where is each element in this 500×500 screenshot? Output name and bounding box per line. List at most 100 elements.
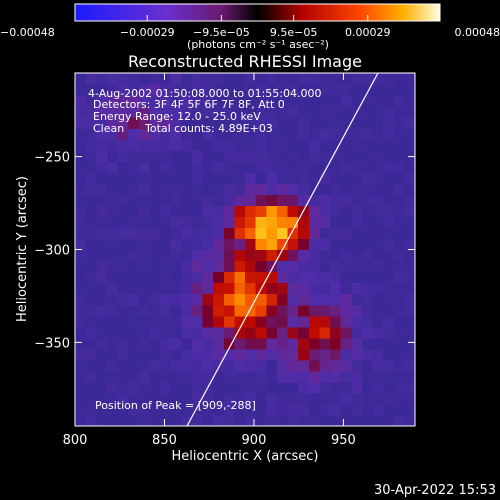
heatmap-cell — [393, 161, 405, 173]
heatmap-cell — [255, 337, 267, 350]
heatmap-cell — [383, 293, 395, 306]
heatmap-cell — [319, 73, 331, 85]
heatmap-cell — [393, 128, 405, 140]
heatmap-cell — [404, 194, 415, 206]
heatmap-cell — [287, 117, 299, 129]
heatmap-cell — [245, 205, 257, 218]
heatmap-cell — [393, 106, 405, 118]
heatmap-cell — [245, 337, 257, 350]
heatmap-cell — [85, 260, 97, 273]
heatmap-cell — [75, 194, 87, 206]
heatmap-cell — [138, 359, 150, 372]
heatmap-cell — [128, 403, 140, 416]
heatmap-cell — [117, 238, 129, 251]
heatmap-cell — [393, 315, 405, 328]
heatmap-cell — [213, 172, 225, 184]
heatmap-cell — [393, 249, 405, 262]
heatmap-cell — [191, 128, 204, 140]
heatmap-cell — [117, 392, 129, 405]
heatmap-cell — [340, 337, 352, 350]
heatmap-cell — [128, 161, 140, 173]
heatmap-cell — [85, 183, 97, 195]
heatmap-cell — [106, 260, 119, 273]
heatmap-cell — [149, 128, 161, 140]
heatmap-cell — [287, 139, 299, 151]
heatmap-cell — [308, 392, 320, 405]
heatmap-cell — [149, 139, 161, 151]
heatmap-cell — [308, 95, 320, 107]
x-axis-label: Heliocentric X (arcsec) — [172, 449, 319, 464]
heatmap-cell — [319, 282, 331, 295]
x-tick-label: 900 — [242, 433, 267, 448]
heatmap-cell — [245, 172, 257, 184]
heatmap-cell — [96, 260, 108, 273]
heatmap-cell — [191, 249, 204, 262]
heatmap-cell — [85, 139, 97, 151]
heatmap-cell — [106, 282, 119, 295]
heatmap-cell — [255, 370, 267, 383]
heatmap-cell — [255, 403, 267, 416]
heatmap-cell — [340, 315, 352, 328]
heatmap-cell — [128, 293, 140, 306]
heatmap-cell — [298, 183, 310, 195]
heatmap-cell — [319, 370, 331, 383]
heatmap-cell — [319, 271, 331, 284]
heatmap-cell — [75, 337, 87, 350]
heatmap-cell — [308, 205, 320, 218]
y-tick-label: −350 — [34, 336, 70, 351]
heatmap-cell — [245, 106, 257, 118]
heatmap-cell — [404, 172, 415, 184]
heatmap-cell — [75, 304, 87, 317]
heatmap-cell — [106, 337, 119, 350]
heatmap-cell — [319, 161, 331, 173]
heatmap-cell — [393, 348, 405, 361]
heatmap-cell — [340, 249, 352, 262]
heatmap-cell — [308, 348, 320, 361]
heatmap-cell — [117, 348, 129, 361]
heatmap-cell — [170, 293, 182, 306]
heatmap-cell — [234, 337, 246, 350]
heatmap-cell — [75, 348, 87, 361]
heatmap-cell — [170, 370, 182, 383]
heatmap-cell — [361, 337, 374, 350]
heatmap-cell — [75, 282, 87, 295]
heatmap-cell — [383, 84, 395, 96]
heatmap-cell — [128, 304, 140, 317]
heatmap-cell — [202, 249, 214, 262]
heatmap-cell — [255, 414, 267, 426]
heatmap-cell — [330, 128, 342, 140]
heatmap-cell — [266, 370, 278, 383]
heatmap-cell — [117, 205, 129, 218]
heatmap-cell — [361, 106, 374, 118]
heatmap-cell — [255, 271, 267, 284]
heatmap-cell — [319, 139, 331, 151]
heatmap-cell — [276, 194, 289, 206]
heatmap-cell — [170, 73, 182, 85]
heatmap-cell — [404, 271, 415, 284]
heatmap-cell — [160, 84, 172, 96]
heatmap-cell — [160, 381, 172, 394]
heatmap-cell — [160, 326, 172, 339]
heatmap-cell — [372, 293, 384, 306]
heatmap-cell — [191, 282, 204, 295]
heatmap-cell — [191, 260, 204, 273]
heatmap-cell — [361, 161, 374, 173]
heatmap-cell — [266, 117, 278, 129]
heatmap-cell — [234, 271, 246, 284]
heatmap-cell — [191, 238, 204, 251]
heatmap-cell — [128, 117, 140, 129]
heatmap-cell — [75, 260, 87, 273]
heatmap-cell — [223, 205, 235, 218]
heatmap-cell — [106, 348, 119, 361]
heatmap-cell — [276, 381, 289, 394]
heatmap-cell — [106, 139, 119, 151]
heatmap-cell — [160, 271, 172, 284]
heatmap-cell — [85, 348, 97, 361]
colorbar-units: (photons cm⁻² s⁻¹ asec⁻²) — [187, 38, 329, 51]
heatmap-cell — [106, 370, 119, 383]
heatmap-cell — [330, 414, 342, 426]
heatmap-cell — [138, 183, 150, 195]
heatmap-cell — [393, 216, 405, 229]
heatmap-cell — [330, 117, 342, 129]
heatmap-cell — [340, 95, 352, 107]
